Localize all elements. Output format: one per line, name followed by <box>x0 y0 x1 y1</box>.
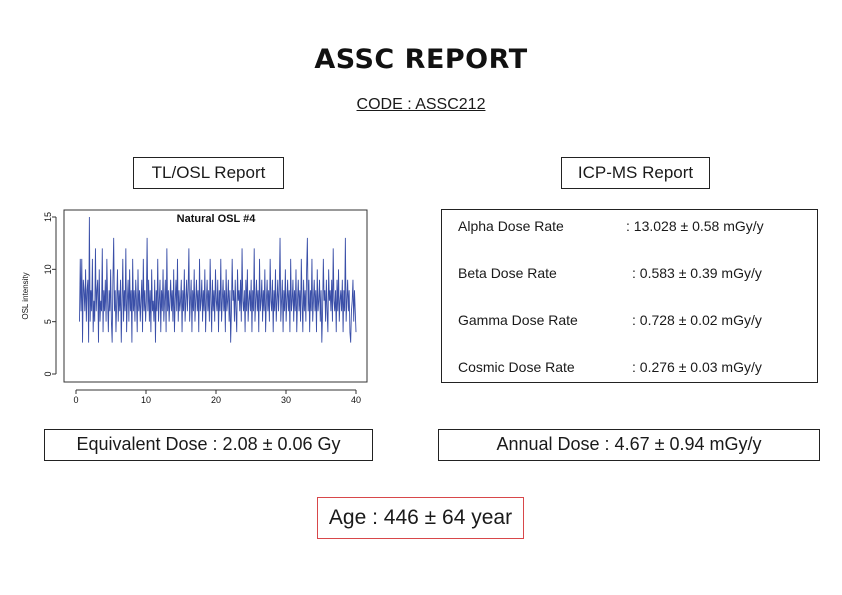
gamma-dose-rate-label: Gamma Dose Rate <box>458 312 578 328</box>
chart-plot-frame <box>63 209 368 383</box>
chart-title: Natural OSL #4 <box>177 213 257 225</box>
cosmic-dose-rate-value: : 0.276 ± 0.03 mGy/y <box>632 359 762 375</box>
report-code: CODE : ASSC212 <box>356 96 486 113</box>
chart-y-tick-label: 15 <box>43 212 53 222</box>
beta-dose-rate-value: : 0.583 ± 0.39 mGy/y <box>632 265 762 281</box>
gamma-dose-rate-value: : 0.728 ± 0.02 mGy/y <box>632 312 762 328</box>
chart-x-tick-label: 30 <box>281 395 291 405</box>
icp-ms-report-label: ICP-MS Report <box>561 157 710 189</box>
chart-y-tick-label: 5 <box>43 319 53 324</box>
report-title: ASSC REPORT <box>314 44 528 75</box>
age-result: Age : 446 ± 64 year <box>317 497 524 539</box>
equivalent-dose: Equivalent Dose : 2.08 ± 0.06 Gy <box>44 429 373 461</box>
chart-y-axis-label: OSL intensity <box>21 272 30 319</box>
icp-ms-dose-rates: Alpha Dose Rate : 13.028 ± 0.58 mGy/y Be… <box>441 209 818 383</box>
chart-y-tick-label: 10 <box>43 264 53 274</box>
osl-chart: Natural OSL #4 OSL intensity 0 10 20 30 40 0 5… <box>14 201 370 413</box>
chart-y-tick-label: 0 <box>43 371 53 376</box>
alpha-dose-rate-label: Alpha Dose Rate <box>458 218 564 234</box>
chart-series-line <box>79 216 357 343</box>
annual-dose: Annual Dose : 4.67 ± 0.94 mGy/y <box>438 429 820 461</box>
cosmic-dose-rate-label: Cosmic Dose Rate <box>458 359 575 375</box>
chart-x-tick-label: 10 <box>141 395 151 405</box>
tl-osl-report-label: TL/OSL Report <box>133 157 284 189</box>
chart-x-tick-label: 0 <box>73 395 78 405</box>
chart-x-tick-label: 40 <box>351 395 361 405</box>
alpha-dose-rate-value: : 13.028 ± 0.58 mGy/y <box>626 218 764 234</box>
beta-dose-rate-label: Beta Dose Rate <box>458 265 557 281</box>
chart-x-tick-label: 20 <box>211 395 221 405</box>
